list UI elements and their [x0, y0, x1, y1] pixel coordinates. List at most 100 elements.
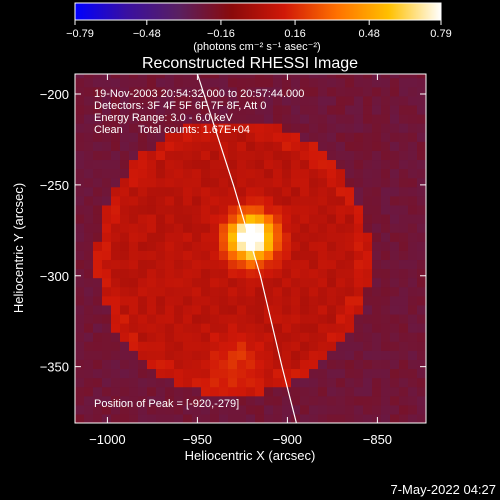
heatmap-cell — [192, 113, 202, 124]
heatmap-cell — [291, 323, 301, 333]
heatmap-cell — [75, 250, 85, 261]
heatmap-cell — [102, 323, 112, 333]
heatmap-cell — [327, 350, 337, 360]
heatmap-cell — [102, 268, 112, 279]
heatmap-cell — [363, 359, 373, 370]
heatmap-cell — [363, 277, 373, 288]
heatmap-cell — [75, 313, 85, 324]
heatmap-cell — [255, 104, 265, 115]
heatmap-cell — [381, 113, 391, 124]
heatmap-cell — [147, 350, 157, 360]
heatmap-cell — [165, 123, 175, 133]
heatmap-cell — [327, 95, 337, 106]
heatmap-cell — [138, 186, 148, 197]
heatmap-cell — [183, 332, 193, 342]
heatmap-cell — [219, 295, 229, 306]
heatmap-cell — [363, 177, 373, 188]
heatmap-cell — [309, 377, 319, 388]
heatmap-cell — [309, 323, 319, 333]
heatmap-cell — [417, 304, 426, 315]
heatmap-cell — [237, 213, 247, 224]
heatmap-cell — [210, 313, 220, 324]
heatmap-cell — [273, 277, 283, 288]
heatmap-cell — [237, 377, 247, 388]
heatmap-cell — [336, 213, 346, 224]
heatmap-cell — [165, 359, 175, 370]
heatmap-cell — [237, 341, 247, 351]
heatmap-cell — [354, 232, 364, 242]
heatmap-cell — [336, 313, 346, 324]
heatmap-cell — [84, 259, 94, 270]
heatmap-cell — [381, 359, 391, 370]
heatmap-cell — [300, 259, 310, 270]
heatmap-cell — [273, 350, 283, 360]
heatmap-cell — [408, 241, 418, 251]
heatmap-cell — [327, 195, 337, 206]
heatmap-cell — [156, 95, 166, 106]
heatmap-cell — [174, 359, 184, 370]
heatmap-cell — [183, 95, 193, 106]
heatmap-cell — [300, 241, 310, 251]
heatmap-cell — [246, 74, 256, 79]
heatmap-cell — [309, 86, 319, 97]
heatmap-cell — [300, 404, 310, 415]
heatmap-cell — [156, 223, 166, 233]
heatmap-cell — [201, 232, 211, 242]
heatmap-cell — [408, 195, 418, 206]
heatmap-cell — [273, 250, 283, 261]
heatmap-cell — [300, 413, 310, 423]
heatmap-cell — [300, 277, 310, 288]
heatmap-cell — [300, 250, 310, 261]
heatmap-cell — [192, 359, 202, 370]
x-tick-label: −850 — [363, 432, 392, 447]
heatmap-cell — [255, 404, 265, 415]
heatmap-cell — [300, 232, 310, 242]
heatmap-cell — [129, 141, 139, 151]
heatmap-cell — [102, 377, 112, 388]
heatmap-cell — [417, 250, 426, 261]
heatmap-cell — [84, 404, 94, 415]
heatmap-cell — [138, 295, 148, 306]
heatmap-cell — [174, 95, 184, 106]
heatmap-cell — [309, 141, 319, 151]
colorbar: −0.79 −0.48 −0.16 0.16 0.48 0.79 (photons cm⁻… — [66, 2, 452, 53]
heatmap-cell — [336, 386, 346, 397]
heatmap-cell — [93, 295, 103, 306]
heatmap-cell — [354, 177, 364, 188]
heatmap-cell — [84, 168, 94, 179]
heatmap-cell — [228, 359, 238, 370]
heatmap-cell — [75, 259, 85, 270]
heatmap-cell — [363, 132, 373, 142]
heatmap-cell — [129, 195, 139, 206]
heatmap-cell — [129, 168, 139, 179]
heatmap-cell — [138, 141, 148, 151]
heatmap-cell — [336, 332, 346, 342]
heatmap-cell — [120, 204, 130, 215]
heatmap-cell — [147, 104, 157, 115]
heatmap-cell — [75, 77, 85, 88]
heatmap-cell — [300, 141, 310, 151]
heatmap-cell — [336, 168, 346, 179]
heatmap-cell — [219, 159, 229, 170]
heatmap-cell — [372, 404, 382, 415]
heatmap-cell — [111, 295, 121, 306]
heatmap-cell — [192, 332, 202, 342]
heatmap-cell — [345, 332, 355, 342]
heatmap-cell — [246, 313, 256, 324]
heatmap-cell — [408, 104, 418, 115]
heatmap-cell — [111, 177, 121, 188]
heatmap-cell — [273, 232, 283, 242]
heatmap-cell — [372, 150, 382, 161]
heatmap-cell — [273, 241, 283, 251]
heatmap-cell — [273, 168, 283, 179]
heatmap-cell — [408, 377, 418, 388]
heatmap-cell — [93, 250, 103, 261]
heatmap-cell — [192, 368, 202, 379]
heatmap-cell — [138, 313, 148, 324]
heatmap-cell — [345, 313, 355, 324]
heatmap-cell — [156, 204, 166, 215]
heatmap-cell — [390, 377, 400, 388]
heatmap-cell — [336, 186, 346, 197]
heatmap-cell — [147, 286, 157, 297]
heatmap-cell — [264, 223, 274, 233]
